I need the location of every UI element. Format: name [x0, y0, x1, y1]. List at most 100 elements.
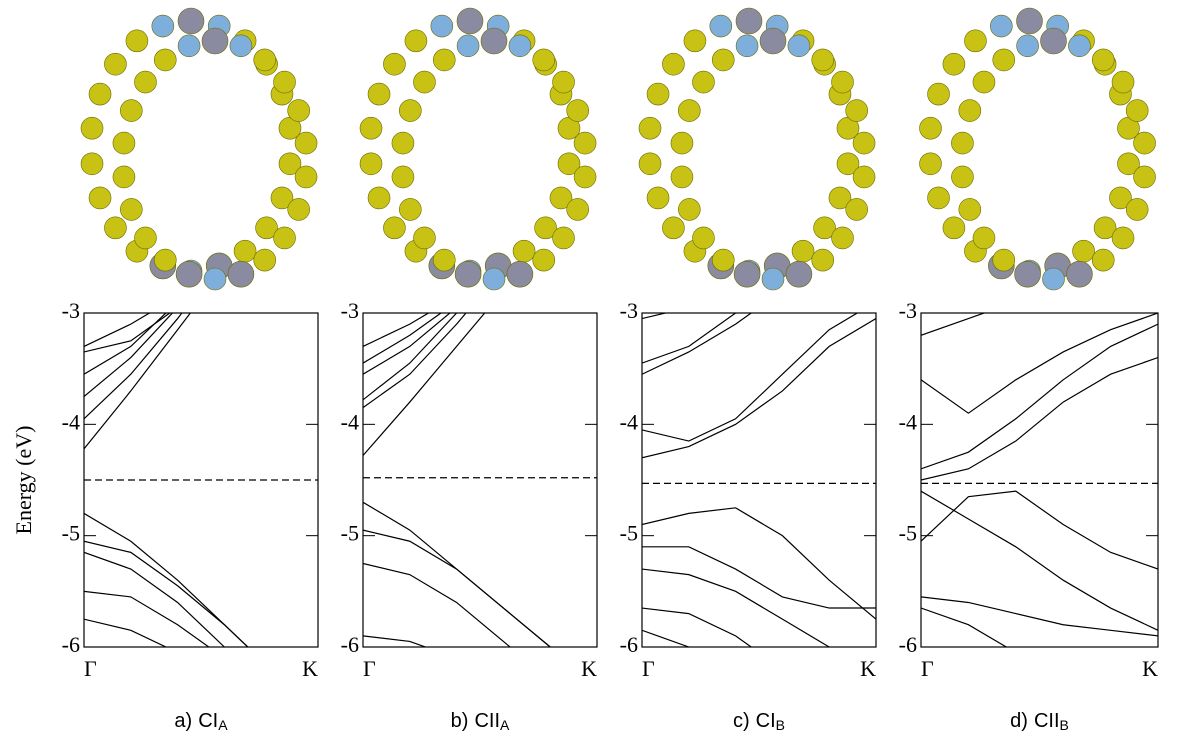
band [921, 597, 1158, 636]
caption-subscript: A [218, 717, 228, 733]
atom [647, 187, 669, 209]
atom [228, 261, 254, 287]
y-axis-label: Energy (eV) [11, 426, 36, 535]
caption-name: CI [756, 710, 776, 732]
atom [1073, 240, 1095, 262]
atom [288, 100, 310, 122]
caption-name: CI [198, 710, 218, 732]
band [642, 630, 736, 669]
atom [574, 166, 596, 188]
band [363, 530, 550, 647]
atom [639, 153, 661, 175]
atom [928, 83, 950, 105]
x-tick-label: Γ [363, 656, 376, 681]
atom [295, 132, 317, 154]
band [84, 257, 224, 418]
band [363, 291, 503, 456]
y-tick-label: -5 [620, 521, 638, 546]
atom [383, 53, 405, 75]
atom [368, 83, 390, 105]
band [642, 319, 876, 458]
y-tick-label: -6 [620, 632, 638, 657]
band [642, 547, 876, 608]
caption-label: d) [1010, 710, 1028, 732]
atom [120, 198, 142, 220]
x-tick-label: K [1142, 656, 1158, 681]
band [84, 296, 178, 346]
atom [712, 249, 734, 271]
atom [959, 100, 981, 122]
atom [509, 35, 531, 57]
molecule [81, 8, 317, 290]
atom [671, 166, 693, 188]
atom [134, 227, 156, 249]
band [84, 307, 178, 352]
atom [1092, 49, 1114, 71]
band [642, 608, 782, 669]
atom [959, 198, 981, 220]
band [84, 268, 224, 448]
atom [533, 249, 555, 271]
band [84, 552, 271, 691]
atom [1066, 261, 1092, 287]
plot-frame [363, 313, 597, 647]
atom [413, 227, 435, 249]
band [363, 313, 457, 400]
atom [392, 166, 414, 188]
caption-label: c) [733, 710, 750, 732]
atom [920, 153, 942, 175]
plot-frame [642, 313, 876, 647]
y-tick-label: -6 [341, 632, 359, 657]
band [642, 291, 736, 319]
band [642, 280, 782, 364]
atom [230, 35, 252, 57]
atom [413, 71, 435, 93]
x-tick-label: K [860, 656, 876, 681]
atom [288, 198, 310, 220]
atom [692, 71, 714, 93]
atom [678, 198, 700, 220]
atom [943, 53, 965, 75]
atom [1017, 35, 1039, 57]
atom [1126, 100, 1148, 122]
atom [104, 53, 126, 75]
atom [920, 117, 942, 139]
atom [295, 166, 317, 188]
atom [1126, 198, 1148, 220]
atom [792, 240, 814, 262]
caption: c) CIB [733, 710, 785, 732]
x-tick-label: K [581, 656, 597, 681]
x-tick-label: Γ [921, 656, 934, 681]
atom [671, 132, 693, 154]
atom [692, 227, 714, 249]
atom [553, 227, 575, 249]
atom [993, 249, 1015, 271]
atom [113, 166, 135, 188]
atom [457, 35, 479, 57]
caption-label: b) [451, 710, 469, 732]
atom [483, 268, 505, 290]
atom [812, 49, 834, 71]
atom [202, 28, 228, 54]
atom [993, 49, 1015, 71]
atom [1112, 71, 1134, 93]
atom [368, 187, 390, 209]
atom [360, 153, 382, 175]
atom [204, 268, 226, 290]
band [642, 302, 876, 441]
atom [684, 30, 706, 52]
atom [1015, 261, 1041, 287]
caption-subscript: B [776, 717, 785, 733]
atom [678, 100, 700, 122]
atom [134, 71, 156, 93]
atom [567, 198, 589, 220]
band [921, 491, 1158, 569]
atom [154, 249, 176, 271]
y-tick-label: -3 [899, 298, 917, 323]
atom [81, 117, 103, 139]
y-tick-label: -4 [620, 409, 638, 434]
figure: -6-5-4-3ΓKEnergy (eV)a)CIA-6-5-4-3ΓKb)CI… [0, 0, 1179, 742]
caption: a)CIA [174, 710, 228, 732]
atom [990, 15, 1012, 37]
atom [762, 268, 784, 290]
